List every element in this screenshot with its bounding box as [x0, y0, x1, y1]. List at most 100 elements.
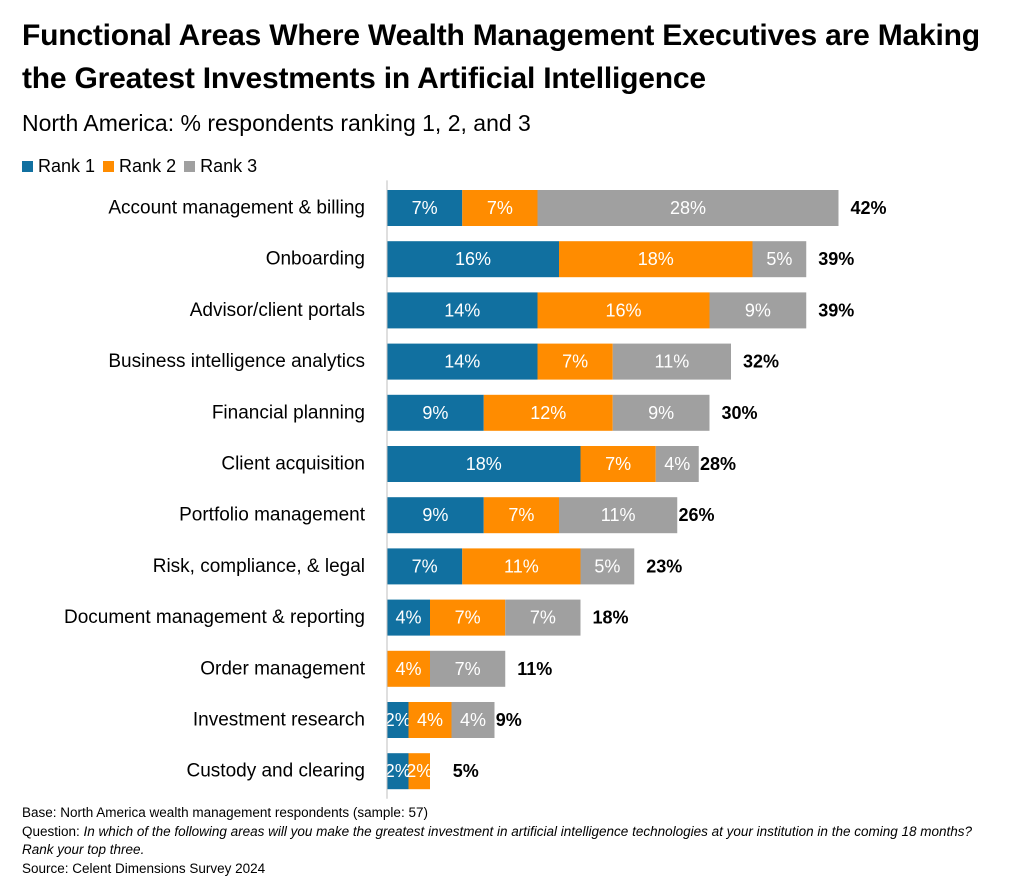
bar-rank-1-advisor-client-portals [387, 292, 538, 329]
legend-label-rank-2: Rank 2 [119, 156, 177, 176]
bar-rank-3-document-management-reporting [505, 599, 581, 636]
data-label-rank-2-business-intelligence-analytics: 7% [562, 352, 588, 372]
data-label-rank-2-risk-compliance-legal: 11% [504, 556, 539, 576]
category-label-business-intelligence-analytics: Business intelligence analytics [108, 351, 365, 372]
legend-item-rank-3: Rank 3 [184, 154, 257, 178]
data-label-rank-2-document-management-reporting: 7% [455, 608, 481, 628]
bar-rank-3-onboarding [752, 241, 807, 278]
data-label-rank-1-investment-research: 2% [385, 710, 411, 730]
bar-rank-3-account-management-billing [537, 190, 839, 226]
bar-rank-3-financial-planning [612, 394, 710, 431]
data-label-rank-2-portfolio-management: 7% [508, 505, 534, 525]
data-label-rank-2-client-acquisition: 7% [605, 454, 631, 474]
bar-rank-2-custody-and-clearing [408, 753, 430, 790]
category-label-onboarding: Onboarding [266, 249, 365, 270]
total-label-client-acquisition: 28% [700, 454, 736, 474]
footnote-source: Source: Celent Dimensions Survey 2024 [22, 860, 266, 876]
total-label-document-management-reporting: 18% [593, 608, 629, 628]
data-label-rank-3-financial-planning: 9% [648, 403, 674, 423]
category-label-advisor-client-portals: Advisor/client portals [190, 300, 365, 321]
bar-rank-2-document-management-reporting [430, 599, 506, 636]
legend-item-rank-1: Rank 1 [22, 154, 95, 178]
data-label-rank-1-custody-and-clearing: 2% [385, 761, 411, 781]
category-label-investment-research: Investment research [193, 710, 365, 731]
chart-subtitle: North America: % respondents ranking 1, … [22, 110, 531, 136]
bar-rank-2-order-management [387, 650, 430, 687]
bar-rank-3-client-acquisition [655, 446, 699, 482]
bar-rank-1-risk-compliance-legal [387, 548, 463, 585]
data-label-rank-3-investment-research: 4% [460, 710, 486, 730]
data-label-rank-3-client-acquisition: 4% [664, 454, 690, 474]
total-label-investment-research: 9% [496, 710, 522, 730]
legend-swatch-rank-2 [103, 160, 115, 172]
data-label-rank-1-financial-planning: 9% [422, 403, 448, 423]
bar-rank-2-onboarding [559, 241, 753, 278]
bar-rank-2-business-intelligence-analytics [537, 343, 613, 380]
total-label-financial-planning: 30% [722, 403, 758, 423]
bar-rank-2-advisor-client-portals [537, 292, 710, 329]
bar-rank-3-risk-compliance-legal [580, 548, 635, 585]
bar-rank-1-document-management-reporting [387, 599, 430, 636]
legend-swatch-rank-1 [22, 160, 33, 172]
legend-label-rank-3: Rank 3 [200, 156, 258, 176]
total-label-onboarding: 39% [818, 249, 854, 269]
data-label-rank-2-custody-and-clearing: 2% [406, 761, 432, 781]
bar-rank-1-investment-research [387, 702, 409, 738]
category-label-risk-compliance-legal: Risk, compliance, & legal [153, 556, 365, 577]
legend-swatch-rank-3 [184, 160, 196, 172]
data-label-rank-1-account-management-billing: 7% [412, 198, 438, 218]
bar-rank-1-custody-and-clearing [387, 753, 409, 790]
data-label-rank-3-document-management-reporting: 7% [530, 608, 556, 628]
total-label-custody-and-clearing: 5% [453, 761, 479, 781]
bar-rank-3-investment-research [451, 702, 495, 738]
data-label-rank-2-order-management: 4% [395, 659, 421, 679]
footnote-question-text: In which of the following areas will you… [22, 823, 973, 858]
chart-title: Functional Areas Where Wealth Management… [22, 19, 980, 95]
category-label-document-management-reporting: Document management & reporting [64, 607, 365, 628]
data-label-rank-1-onboarding: 16% [455, 249, 491, 269]
bar-rank-3-order-management [430, 650, 506, 687]
bar-rank-2-account-management-billing [462, 190, 538, 226]
total-label-business-intelligence-analytics: 32% [743, 352, 779, 372]
bar-rank-2-financial-planning [483, 394, 613, 431]
data-label-rank-3-advisor-client-portals: 9% [745, 300, 771, 320]
bar-rank-1-business-intelligence-analytics [387, 343, 538, 380]
data-label-rank-2-investment-research: 4% [417, 710, 443, 730]
data-label-rank-1-document-management-reporting: 4% [395, 608, 421, 628]
data-label-rank-3-onboarding: 5% [766, 249, 792, 269]
data-label-rank-3-risk-compliance-legal: 5% [594, 556, 620, 576]
category-label-custody-and-clearing: Custody and clearing [187, 761, 366, 782]
legend-item-rank-2: Rank 2 [103, 154, 176, 178]
footnote-question: Question: In which of the following area… [22, 823, 982, 860]
data-label-rank-2-financial-planning: 12% [530, 403, 566, 423]
legend-label-rank-1: Rank 1 [38, 156, 96, 176]
data-label-rank-3-business-intelligence-analytics: 11% [655, 352, 690, 372]
bar-rank-1-portfolio-management [387, 497, 484, 534]
bar-rank-1-account-management-billing [387, 190, 463, 226]
data-label-rank-1-business-intelligence-analytics: 14% [444, 352, 480, 372]
total-label-portfolio-management: 26% [679, 505, 715, 525]
data-label-rank-3-portfolio-management: 11% [601, 505, 636, 525]
data-label-rank-2-account-management-billing: 7% [487, 198, 513, 218]
category-label-order-management: Order management [200, 658, 365, 679]
total-label-order-management: 11% [517, 659, 552, 679]
bar-rank-3-portfolio-management [559, 497, 678, 534]
total-label-advisor-client-portals: 39% [818, 300, 854, 320]
category-label-account-management-billing: Account management & billing [108, 198, 365, 219]
data-label-rank-1-portfolio-management: 9% [422, 505, 448, 525]
total-label-risk-compliance-legal: 23% [646, 556, 682, 576]
bar-rank-1-client-acquisition [387, 446, 581, 482]
bar-rank-3-advisor-client-portals [709, 292, 807, 329]
data-label-rank-3-account-management-billing: 28% [670, 198, 706, 218]
data-label-rank-3-order-management: 7% [455, 659, 481, 679]
footnote-base: Base: North America wealth management re… [22, 805, 428, 820]
category-label-client-acquisition: Client acquisition [221, 454, 365, 475]
category-label-portfolio-management: Portfolio management [179, 505, 366, 526]
bar-rank-1-financial-planning [387, 394, 484, 431]
bar-rank-3-business-intelligence-analytics [612, 343, 731, 380]
data-label-rank-1-advisor-client-portals: 14% [444, 300, 480, 320]
bar-rank-2-portfolio-management [483, 497, 559, 534]
bar-rank-1-onboarding [387, 241, 559, 278]
data-label-rank-2-advisor-client-portals: 16% [605, 300, 641, 320]
data-label-rank-2-onboarding: 18% [638, 249, 674, 269]
